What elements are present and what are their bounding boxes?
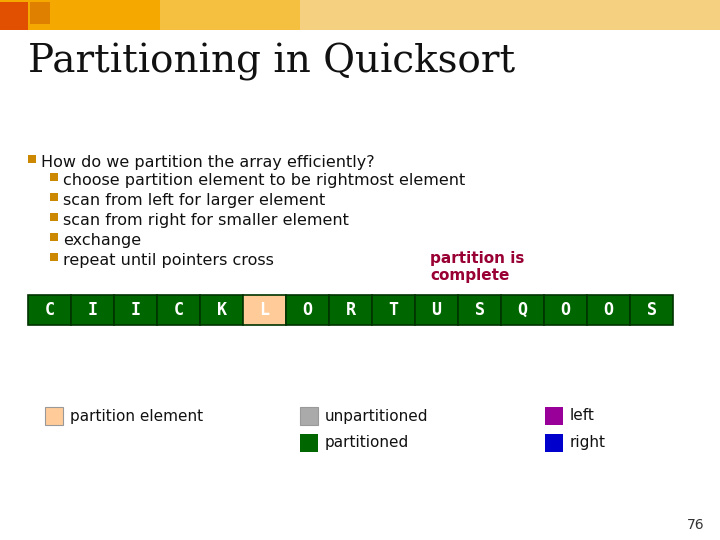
Text: O: O (302, 301, 312, 319)
Bar (415, 295, 458, 325)
Bar (200, 295, 243, 325)
Text: O: O (603, 301, 613, 319)
Text: choose partition element to be rightmost element: choose partition element to be rightmost… (63, 173, 465, 188)
Bar (0, 0, 720, 30)
Bar (157, 295, 200, 325)
Bar (545, 434, 563, 452)
Text: partitioned: partitioned (325, 435, 409, 450)
Text: O: O (560, 301, 570, 319)
Text: U: U (431, 301, 441, 319)
Bar (243, 295, 286, 325)
Text: partition is
complete: partition is complete (430, 251, 524, 284)
Bar (329, 295, 372, 325)
Bar (45, 407, 63, 425)
Bar (0, 2, 28, 30)
Text: K: K (217, 301, 227, 319)
Bar (286, 295, 329, 325)
Bar (0, 0, 160, 30)
Text: left: left (570, 408, 595, 423)
Text: Q: Q (518, 301, 528, 319)
Bar (300, 434, 318, 452)
Bar (50, 233, 58, 241)
Bar (458, 295, 501, 325)
Bar (50, 193, 58, 201)
Text: repeat until pointers cross: repeat until pointers cross (63, 253, 274, 268)
Text: 76: 76 (688, 518, 705, 532)
Bar (28, 155, 36, 163)
Text: C: C (45, 301, 55, 319)
Bar (545, 407, 563, 425)
Bar (114, 295, 157, 325)
Text: I: I (88, 301, 97, 319)
Text: How do we partition the array efficiently?: How do we partition the array efficientl… (41, 155, 374, 170)
Text: right: right (570, 435, 606, 450)
Bar (71, 295, 114, 325)
Bar (630, 295, 673, 325)
Bar (50, 253, 58, 261)
Text: scan from left for larger element: scan from left for larger element (63, 193, 325, 208)
Bar (0, 0, 300, 30)
Bar (372, 295, 415, 325)
Bar (30, 2, 50, 24)
Text: R: R (346, 301, 356, 319)
Bar (50, 213, 58, 221)
Text: S: S (647, 301, 657, 319)
Text: L: L (259, 301, 269, 319)
Text: S: S (474, 301, 485, 319)
Bar (544, 295, 587, 325)
Text: exchange: exchange (63, 233, 141, 248)
Text: scan from right for smaller element: scan from right for smaller element (63, 213, 349, 228)
Bar (50, 173, 58, 181)
Text: C: C (174, 301, 184, 319)
Text: Partitioning in Quicksort: Partitioning in Quicksort (28, 43, 515, 81)
Text: T: T (389, 301, 398, 319)
Bar (587, 295, 630, 325)
Bar (501, 295, 544, 325)
Bar (300, 407, 318, 425)
Text: partition element: partition element (70, 408, 203, 423)
Bar (28, 295, 71, 325)
Text: unpartitioned: unpartitioned (325, 408, 428, 423)
Text: I: I (130, 301, 140, 319)
